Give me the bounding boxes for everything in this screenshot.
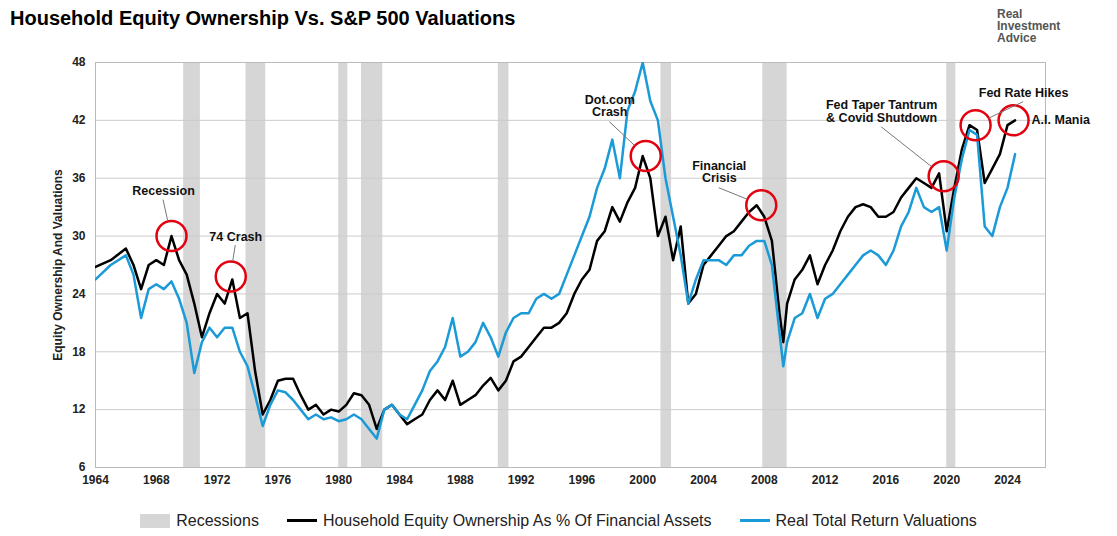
svg-text:1992: 1992 — [508, 473, 535, 487]
svg-text:FinancialCrisis: FinancialCrisis — [692, 159, 746, 186]
html-text:Recessions: Recessions — [176, 511, 259, 529]
svg-text:74 Crash: 74 Crash — [209, 230, 262, 244]
svg-text:18: 18 — [72, 345, 86, 359]
svg-text:2004: 2004 — [690, 473, 717, 487]
svg-text:6: 6 — [78, 460, 86, 475]
html-text:Real Total Return Valuations: Real Total Return Valuations — [775, 511, 977, 529]
svg-text:1988: 1988 — [447, 473, 474, 487]
svg-text:2016: 2016 — [873, 473, 900, 487]
svg-text:Recession: Recession — [132, 184, 195, 198]
svg-text:1964: 1964 — [82, 473, 109, 487]
svg-text:Equity Ownership And Valuation: Equity Ownership And Valuations — [51, 169, 65, 361]
html-text:Real Investment Advice: Real Investment Advice — [997, 7, 1061, 45]
svg-text:Fed Rate Hikes: Fed Rate Hikes — [979, 86, 1069, 100]
svg-text:1976: 1976 — [265, 473, 292, 487]
svg-text:1996: 1996 — [569, 473, 596, 487]
svg-text:24: 24 — [72, 287, 86, 301]
html-text:Household Equity Ownership Vs.: Household Equity Ownership Vs. S&P 500 V… — [10, 7, 516, 29]
html-text:Household Equity Ownership As: Household Equity Ownership As % Of Finan… — [322, 511, 712, 529]
svg-text:1968: 1968 — [143, 473, 170, 487]
svg-text:2024: 2024 — [994, 473, 1021, 487]
svg-text:30: 30 — [72, 229, 86, 243]
svg-text:2012: 2012 — [812, 473, 839, 487]
svg-text:48: 48 — [72, 55, 86, 69]
svg-text:1972: 1972 — [204, 473, 231, 487]
svg-text:2020: 2020 — [933, 473, 960, 487]
svg-text:2000: 2000 — [629, 473, 656, 487]
svg-text:1984: 1984 — [386, 473, 413, 487]
svg-text:2008: 2008 — [751, 473, 778, 487]
svg-text:42: 42 — [72, 113, 86, 127]
svg-text:Dot.comCrash: Dot.comCrash — [585, 93, 635, 119]
svg-text:12: 12 — [72, 402, 86, 416]
svg-text:Fed Taper Tantrum& Covid Shutd: Fed Taper Tantrum& Covid Shutdown — [826, 98, 937, 125]
svg-text:36: 36 — [72, 171, 86, 185]
svg-text:A.I. Mania: A.I. Mania — [1032, 113, 1091, 127]
svg-text:1980: 1980 — [325, 473, 352, 487]
